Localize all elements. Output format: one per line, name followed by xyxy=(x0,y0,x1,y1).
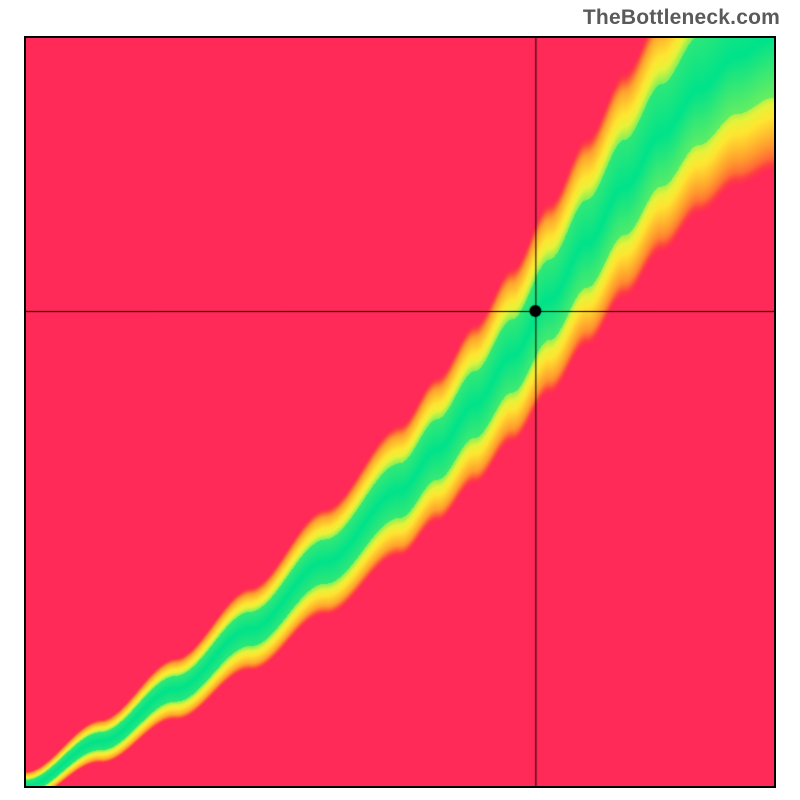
chart-container: TheBottleneck.com xyxy=(0,0,800,800)
heatmap-canvas xyxy=(26,38,774,786)
plot-area xyxy=(24,36,776,788)
watermark-text: TheBottleneck.com xyxy=(583,6,780,30)
